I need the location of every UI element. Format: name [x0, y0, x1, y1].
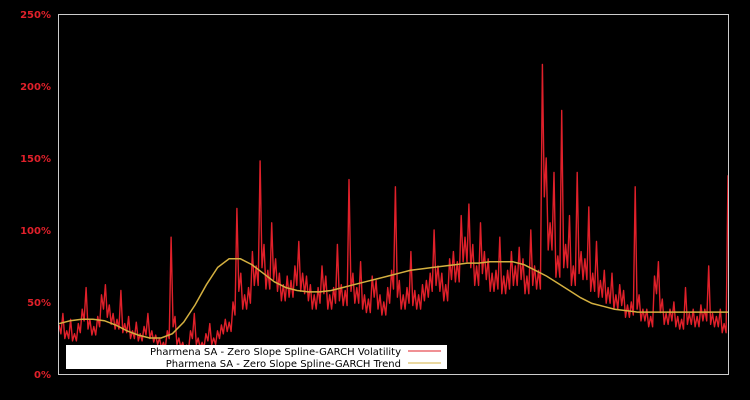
legend-label-trend: Pharmena SA - Zero Slope Spline-GARCH Tr… [166, 359, 401, 370]
y-tick-label: 200% [20, 82, 51, 93]
legend-label-volatility: Pharmena SA - Zero Slope Spline-GARCH Vo… [150, 347, 401, 358]
y-tick-label: 250% [20, 10, 51, 21]
legend: Pharmena SA - Zero Slope Spline-GARCH Vo… [66, 345, 447, 370]
y-axis-ticks: 0% 50% 100% 150% 200% 250% [20, 10, 51, 381]
plot-area-frame [58, 14, 729, 375]
volatility-series-line [59, 63, 728, 352]
trend-series-line [59, 258, 728, 339]
legend-box [66, 345, 447, 369]
y-tick-label: 50% [27, 298, 51, 309]
y-tick-label: 100% [20, 226, 51, 237]
y-tick-label: 0% [34, 370, 51, 381]
y-tick-label: 150% [20, 154, 51, 165]
